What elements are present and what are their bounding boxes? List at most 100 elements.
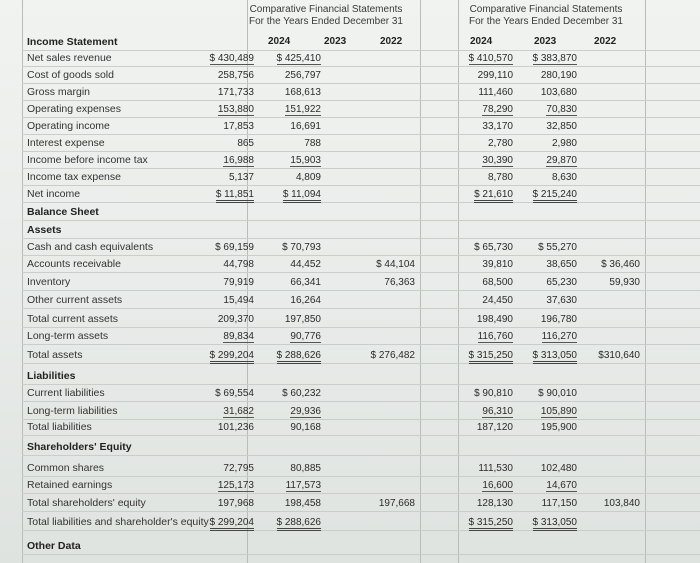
value-cell: $ 425,410 [276, 53, 321, 65]
left-year-2022: 2022 [380, 36, 403, 47]
section-heading: Shareholders' Equity [27, 441, 132, 453]
value-cell: $ 21,610 [474, 189, 513, 203]
value-cell: 70,830 [546, 104, 577, 116]
value-cell: 16,600 [482, 480, 513, 492]
value-cell: $ 90,810 [474, 388, 513, 399]
value-cell: 78,290 [482, 104, 513, 116]
value-cell: $ 430,489 [209, 53, 254, 65]
value-cell: $ 288,626 [276, 517, 321, 531]
value-cell: $ 90,010 [538, 388, 577, 399]
value-cell: $ 70,793 [282, 242, 321, 253]
value-cell: $ 11,094 [282, 189, 321, 203]
row-label: Total current assets [27, 313, 119, 325]
value-cell: $ 215,240 [532, 189, 577, 203]
value-cell: $ 55,270 [538, 242, 577, 253]
row-divider [22, 255, 700, 256]
value-cell: 125,173 [217, 480, 254, 492]
value-cell: $ 276,482 [370, 350, 416, 361]
right-header-title: Comparative Financial Statements [469, 4, 623, 15]
value-cell: $ 69,159 [215, 242, 254, 253]
right-year-2024: 2024 [470, 36, 493, 47]
value-cell: 33,170 [482, 121, 513, 132]
value-cell: 103,840 [603, 498, 640, 509]
row-label: Retained earnings [27, 479, 113, 491]
row-divider [22, 117, 700, 118]
value-cell: 4,809 [295, 172, 321, 183]
value-cell: 31,682 [223, 406, 254, 418]
value-cell: 102,480 [540, 463, 577, 474]
value-cell: 37,630 [546, 295, 577, 306]
value-cell: $ 313,050 [532, 517, 577, 531]
value-cell: 153,880 [217, 104, 254, 116]
value-cell: $ 299,204 [209, 350, 254, 364]
value-cell: 29,936 [290, 406, 321, 418]
value-cell: 24,450 [482, 295, 513, 306]
value-cell: 209,370 [217, 314, 254, 325]
grid-line [420, 0, 421, 563]
row-label: Net income [27, 188, 81, 200]
value-cell: 39,810 [482, 259, 513, 270]
value-cell: 151,922 [284, 104, 321, 116]
value-cell: 101,236 [217, 422, 254, 433]
row-divider [22, 290, 700, 291]
row-divider [22, 134, 700, 135]
row-divider [22, 220, 700, 221]
value-cell: $ 315,250 [468, 517, 513, 531]
value-cell: 116,760 [477, 331, 513, 343]
value-cell: 197,668 [378, 498, 415, 509]
value-cell: 59,930 [609, 277, 640, 288]
grid-line [645, 0, 646, 563]
value-cell: 198,458 [284, 498, 321, 509]
value-cell: 116,270 [541, 331, 577, 343]
left-header-subtitle: For the Years Ended December 31 [249, 16, 403, 27]
row-divider [22, 401, 700, 402]
row-label: Operating income [27, 120, 110, 132]
value-cell: 30,390 [482, 155, 513, 167]
value-cell: 38,650 [546, 259, 577, 270]
row-divider [22, 100, 700, 101]
row-divider [22, 455, 700, 456]
value-cell: 196,780 [540, 314, 577, 325]
row-divider [22, 435, 700, 436]
row-divider [22, 327, 700, 328]
row-label: Operating expenses [27, 103, 121, 115]
grid-line [22, 0, 23, 563]
value-cell: 256,797 [284, 70, 321, 81]
value-cell: $ 383,870 [532, 53, 577, 65]
value-cell: 105,890 [540, 406, 577, 418]
row-label: Total shareholders' equity [27, 497, 146, 509]
value-cell: 15,494 [223, 295, 254, 306]
value-cell: 16,264 [290, 295, 321, 306]
value-cell: 187,120 [476, 422, 513, 433]
value-cell: 103,680 [540, 87, 577, 98]
value-cell: 2,780 [487, 138, 513, 149]
row-divider [22, 493, 700, 494]
row-label: Gross margin [27, 86, 91, 98]
value-cell: 17,853 [223, 121, 254, 132]
value-cell: $ 60,232 [282, 388, 321, 399]
section-heading: Other Data [27, 540, 81, 552]
value-cell: 44,798 [223, 259, 254, 270]
value-cell: 197,968 [217, 498, 254, 509]
value-cell: 16,988 [223, 155, 254, 167]
grid-line [247, 0, 248, 563]
row-label: Other current assets [27, 294, 123, 306]
row-label: Total liabilities and shareholder's equi… [27, 516, 209, 528]
value-cell: 32,850 [546, 121, 577, 132]
value-cell: $ 288,626 [276, 350, 321, 364]
value-cell: 29,870 [546, 155, 577, 167]
value-cell: 299,110 [477, 70, 513, 81]
row-label: Common shares [27, 462, 105, 474]
right-statement-header: Comparative Financial Statements For the… [456, 4, 636, 28]
row-divider [22, 83, 700, 84]
row-divider [22, 511, 700, 512]
left-year-2023: 2023 [324, 36, 347, 47]
row-label: Interest expense [27, 137, 105, 149]
value-cell: 171,733 [217, 87, 254, 98]
value-cell: $ 410,570 [468, 53, 513, 65]
value-cell: $ 315,250 [468, 350, 513, 364]
value-cell: 90,776 [290, 331, 321, 343]
row-label: Total liabilities [27, 421, 92, 433]
value-cell: $ 44,104 [376, 259, 415, 270]
value-cell: $ 36,460 [601, 259, 640, 270]
